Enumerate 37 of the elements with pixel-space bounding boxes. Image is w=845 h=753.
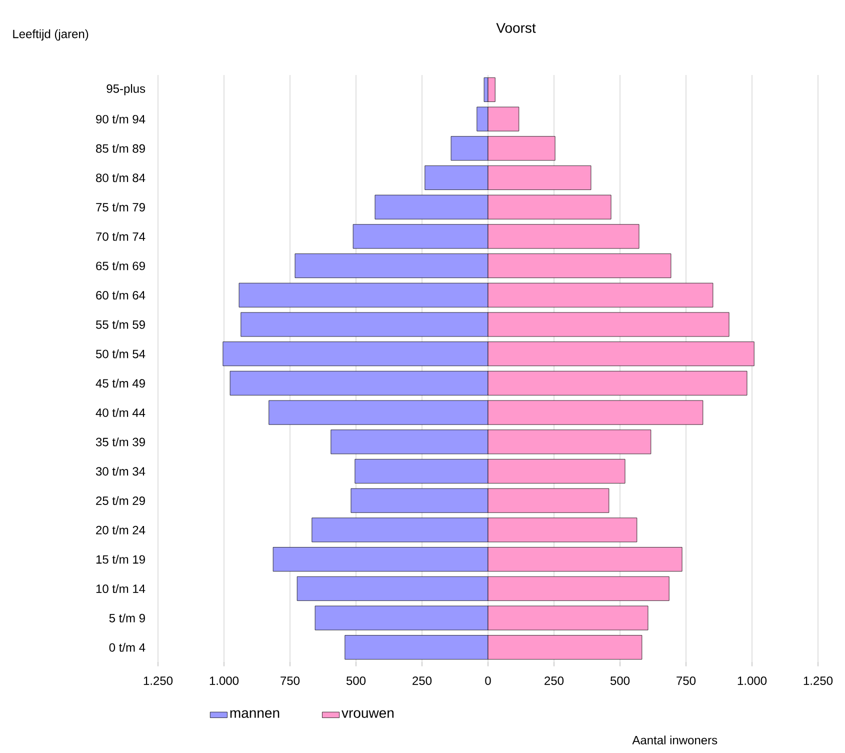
x-tick-label: 1.250 xyxy=(804,676,833,685)
y-tick-label: 30 t/m 34 xyxy=(96,466,146,476)
y-tick-label: 50 t/m 54 xyxy=(96,349,146,358)
chart-title: Voorst xyxy=(496,23,536,33)
y-tick-label: 5 t/m 9 xyxy=(109,614,145,622)
y-tick-label: 40 t/m 44 xyxy=(96,408,146,417)
y-tick-label: 0 t/m 4 xyxy=(109,642,146,652)
y-tick-label: 25 t/m 29 xyxy=(96,496,145,505)
x-tick-label: 500 xyxy=(346,676,366,685)
y-tick-label: 15 t/m 19 xyxy=(96,554,145,564)
y-tick-label: 75 t/m 79 xyxy=(96,202,145,212)
x-tick-label: 500 xyxy=(610,676,630,685)
y-axis-title: Leeftijd (jaren) xyxy=(13,29,88,41)
y-tick-label: 90 t/m 94 xyxy=(96,114,146,124)
y-tick-label: 55 t/m 59 xyxy=(96,320,145,329)
y-tick-label: 20 t/m 24 xyxy=(96,526,146,534)
y-tick-label: 85 t/m 89 xyxy=(96,144,145,153)
x-tick-label: 0 xyxy=(485,676,491,685)
text: Aantal inwoners xyxy=(632,736,718,744)
y-tick-label: 35 t/m 39 xyxy=(96,437,145,446)
x-tick-label: 250 xyxy=(544,676,564,685)
y-tick-label: 60 t/m 64 xyxy=(96,290,146,300)
y-tick-label: 95-plus xyxy=(106,84,146,96)
x-tick-label: 1.000 xyxy=(210,676,239,685)
legend-label: vrouwen xyxy=(342,710,394,718)
x-tick-label: 1.250 xyxy=(144,676,173,685)
y-tick-label: 80 t/m 84 xyxy=(96,173,146,182)
bar xyxy=(488,77,496,102)
y-tick-label: 45 t/m 49 xyxy=(96,378,145,388)
y-tick-label: 10 t/m 14 xyxy=(96,584,146,594)
x-tick-label: 1.000 xyxy=(738,676,767,685)
y-tick-label: 65 t/m 69 xyxy=(96,261,145,270)
x-tick-label: 750 xyxy=(676,676,696,685)
x-tick-label: 750 xyxy=(280,676,300,685)
legend-label: mannen xyxy=(230,710,280,718)
x-tick-label: 250 xyxy=(412,676,432,685)
y-tick-label: 70 t/m 74 xyxy=(96,232,146,241)
